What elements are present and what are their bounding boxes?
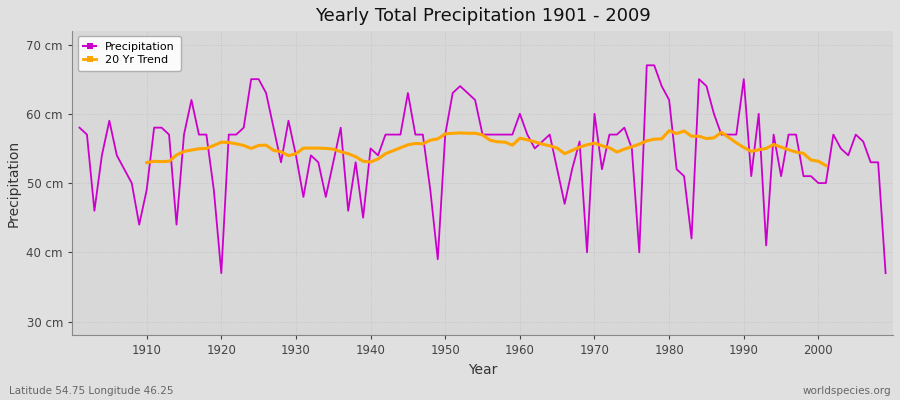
Title: Yearly Total Precipitation 1901 - 2009: Yearly Total Precipitation 1901 - 2009 (315, 7, 651, 25)
Text: worldspecies.org: worldspecies.org (803, 386, 891, 396)
X-axis label: Year: Year (468, 363, 497, 377)
Legend: Precipitation, 20 Yr Trend: Precipitation, 20 Yr Trend (77, 36, 181, 71)
Text: Latitude 54.75 Longitude 46.25: Latitude 54.75 Longitude 46.25 (9, 386, 174, 396)
Y-axis label: Precipitation: Precipitation (7, 140, 21, 227)
